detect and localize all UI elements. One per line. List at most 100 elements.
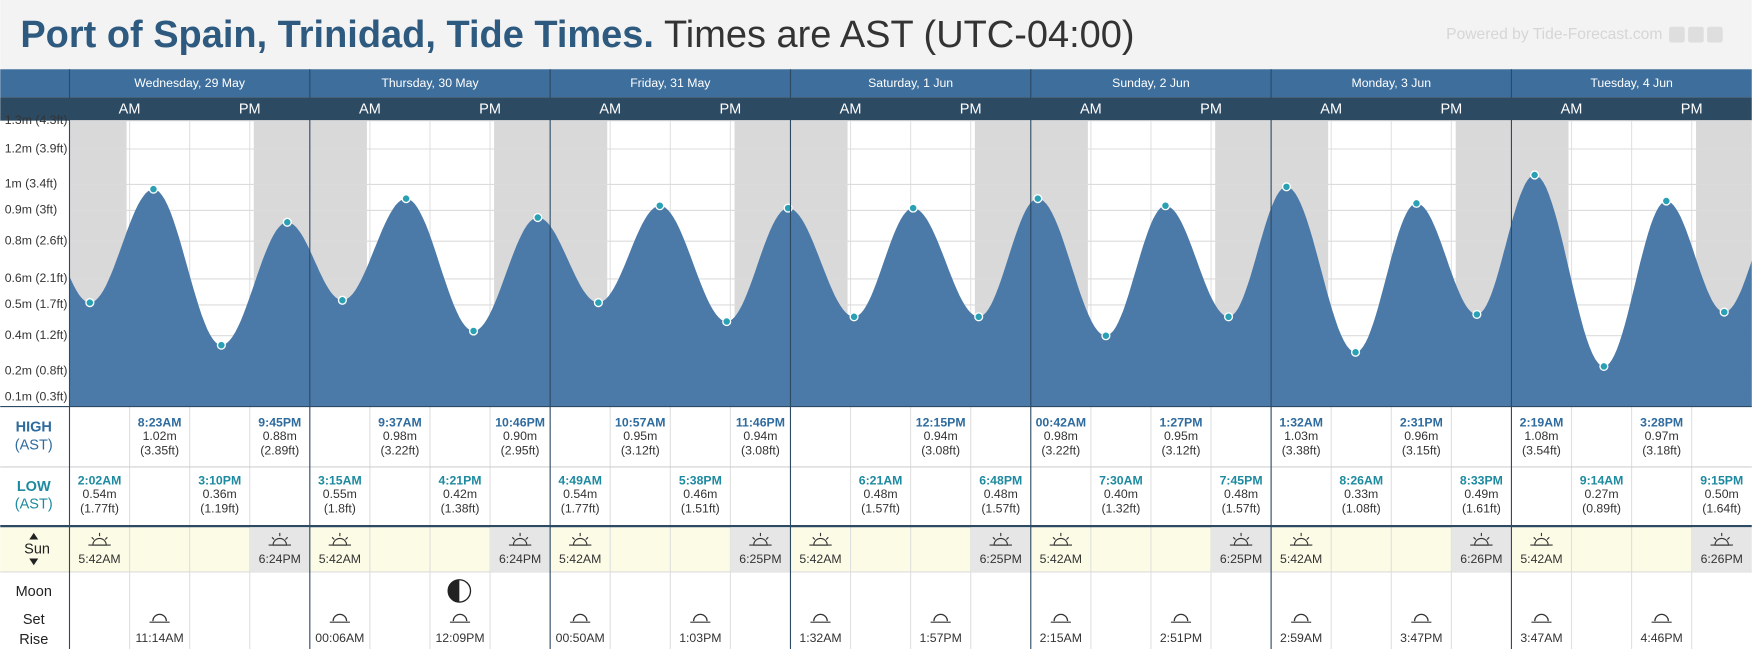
day-name: Sunday, 2 Jun: [1112, 76, 1190, 90]
tide-point: [722, 316, 732, 327]
y-tick-label: 0.8m (2.6ft): [5, 233, 68, 247]
icon[interactable]: [1707, 26, 1723, 43]
day-row: [0, 69, 1752, 98]
tide-time: 12:15PM: [916, 416, 966, 430]
icon[interactable]: [1688, 26, 1704, 43]
tide-height: 0.55m: [323, 487, 357, 501]
tide-height: 0.94m: [924, 429, 958, 443]
tide-point: [1160, 201, 1171, 211]
icon[interactable]: [1669, 26, 1685, 43]
sun-rays: [1229, 532, 1253, 546]
moon-time: 11:14AM: [136, 631, 184, 645]
sunrise-time: 5:42AM: [799, 552, 841, 566]
moon-time: 2:59AM: [1280, 631, 1322, 645]
tide-feet: (1.8ft): [324, 502, 356, 516]
y-tick-label: 0.4m (1.2ft): [5, 328, 68, 342]
sun-rays: [749, 532, 772, 546]
tide-point: [974, 312, 984, 322]
moon-time: 4:46PM: [1640, 631, 1682, 645]
chart-layer: 0.1m (0.3ft) 0.2m (0.8ft) 0.4m (1.2ft) 0.5m…: [0, 69, 1752, 649]
tide-feet: (2.95ft): [501, 444, 540, 458]
tide-point: [282, 217, 292, 227]
y-tick-label: 0.9m (3ft): [5, 203, 57, 217]
rise-label: Rise: [19, 632, 48, 648]
tide-feet: (1.77ft): [561, 502, 600, 516]
tide-point: [1101, 331, 1111, 341]
tide-height: 0.48m: [984, 487, 1018, 501]
high-label: HIGH: [16, 420, 52, 436]
moon-time: 12:09PM: [435, 631, 484, 645]
y-tick-label: 1.3m (4.3ft): [5, 113, 68, 127]
y-tick-label: 0.6m (2.1ft): [5, 271, 68, 285]
moon-icon: [332, 613, 348, 622]
tide-feet: (0.89ft): [1582, 502, 1621, 516]
tide-height: 0.88m: [263, 429, 297, 443]
tide-time: 9:15PM: [1700, 474, 1743, 488]
tide-point: [401, 194, 411, 204]
moon-time: 1:57PM: [920, 631, 962, 645]
tide-time: 8:23AM: [138, 416, 182, 430]
moon-time: 1:32AM: [799, 631, 841, 645]
tide-time: 3:15AM: [318, 474, 362, 488]
moon-time: 2:15AM: [1040, 631, 1082, 645]
tide-height: 0.48m: [1224, 487, 1258, 501]
sunset-time: 6:25PM: [1220, 552, 1262, 566]
am-label: AM: [1080, 101, 1102, 117]
tide-time: 8:26AM: [1339, 474, 1383, 488]
y-tick-label: 0.5m (1.7ft): [5, 297, 68, 311]
tide-time: 00:42AM: [1036, 416, 1086, 430]
moon-icon: [1534, 613, 1549, 622]
tide-feet: (3.08ft): [741, 444, 780, 458]
tide-feet: (1.19ft): [200, 502, 239, 516]
tide-height: 0.95m: [623, 429, 657, 443]
moon-icon: [1053, 613, 1069, 622]
tide-feet: (3.12ft): [1162, 444, 1201, 458]
tide-point: [1472, 309, 1482, 320]
am-label: AM: [119, 101, 141, 117]
tide-feet: (1.57ft): [1222, 502, 1261, 516]
tide-point: [1281, 182, 1292, 192]
tide-time: 4:49AM: [558, 474, 602, 488]
moon-time: 3:47AM: [1520, 631, 1562, 645]
tide-height: 0.97m: [1645, 429, 1679, 443]
tide-point: [908, 203, 918, 213]
sun-rays: [1049, 532, 1073, 546]
powered-by[interactable]: Powered by Tide-Forecast.com: [1446, 26, 1662, 43]
sun-rays: [809, 532, 832, 546]
sunrise-time: 5:42AM: [1040, 552, 1082, 566]
moon-icon: [1654, 613, 1670, 622]
moon-icon: [452, 613, 468, 622]
tide-feet: (1.61ft): [1462, 502, 1501, 516]
moon-icon: [813, 613, 828, 622]
day-name: Monday, 3 Jun: [1352, 76, 1432, 90]
tide-point: [533, 212, 543, 223]
tide-point: [849, 312, 859, 322]
sunrise-time: 5:42AM: [319, 552, 361, 566]
tide-point: [1411, 198, 1422, 208]
am-label: AM: [599, 101, 621, 117]
sunset-time: 6:26PM: [1701, 552, 1743, 566]
tide-feet: (3.35ft): [140, 444, 179, 458]
moon-icon: [572, 613, 588, 622]
sun-rays: [508, 532, 532, 546]
tide-feet: (1.77ft): [80, 502, 119, 516]
tide-point: [1530, 170, 1540, 180]
sunset-time: 6:24PM: [499, 552, 541, 566]
sun-rays: [569, 532, 592, 546]
set-label: Set: [23, 612, 45, 628]
tide-feet: (1.08ft): [1342, 502, 1381, 516]
tide-time: 1:32AM: [1279, 416, 1323, 430]
tide-time: 3:10PM: [198, 474, 241, 488]
moon-icon: [1173, 613, 1189, 622]
day-name: Wednesday, 29 May: [134, 76, 246, 90]
tide-point: [1223, 312, 1234, 322]
low-label: LOW: [17, 479, 51, 495]
pm-label: PM: [479, 101, 501, 117]
tide-time: 7:30AM: [1099, 474, 1143, 488]
am-label: AM: [1561, 101, 1583, 117]
tide-feet: (1.38ft): [441, 502, 480, 516]
tide-height: 0.98m: [1044, 429, 1078, 443]
tide-feet: (1.64ft): [1702, 502, 1741, 516]
tide-time: 9:45PM: [258, 416, 301, 430]
